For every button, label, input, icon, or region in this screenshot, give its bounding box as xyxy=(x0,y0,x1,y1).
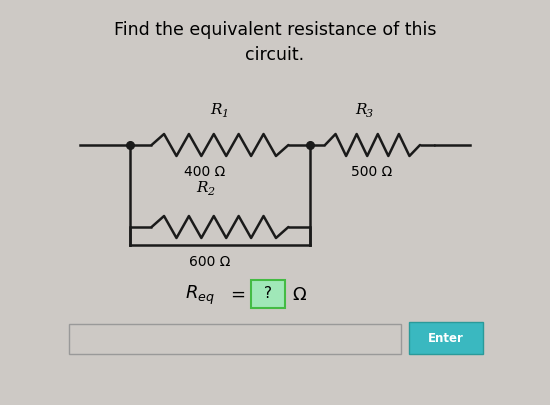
Text: 500 Ω: 500 Ω xyxy=(351,165,393,179)
Text: R: R xyxy=(210,103,222,117)
Text: $R_{eq}$: $R_{eq}$ xyxy=(185,284,215,307)
Text: 2: 2 xyxy=(207,187,214,197)
FancyBboxPatch shape xyxy=(69,324,401,354)
Text: Ω: Ω xyxy=(292,286,306,304)
Text: R: R xyxy=(355,103,366,117)
Text: =: = xyxy=(230,286,245,304)
Text: 3: 3 xyxy=(366,109,373,119)
Text: R: R xyxy=(196,181,207,195)
Text: 600 Ω: 600 Ω xyxy=(189,255,230,269)
FancyBboxPatch shape xyxy=(251,280,285,308)
Text: Find the equivalent resistance of this: Find the equivalent resistance of this xyxy=(114,21,436,39)
Text: 1: 1 xyxy=(221,109,228,119)
Text: circuit.: circuit. xyxy=(245,46,305,64)
Text: Enter: Enter xyxy=(428,332,464,345)
Text: 400 Ω: 400 Ω xyxy=(184,165,225,179)
Text: ?: ? xyxy=(264,286,272,301)
FancyBboxPatch shape xyxy=(409,322,483,354)
